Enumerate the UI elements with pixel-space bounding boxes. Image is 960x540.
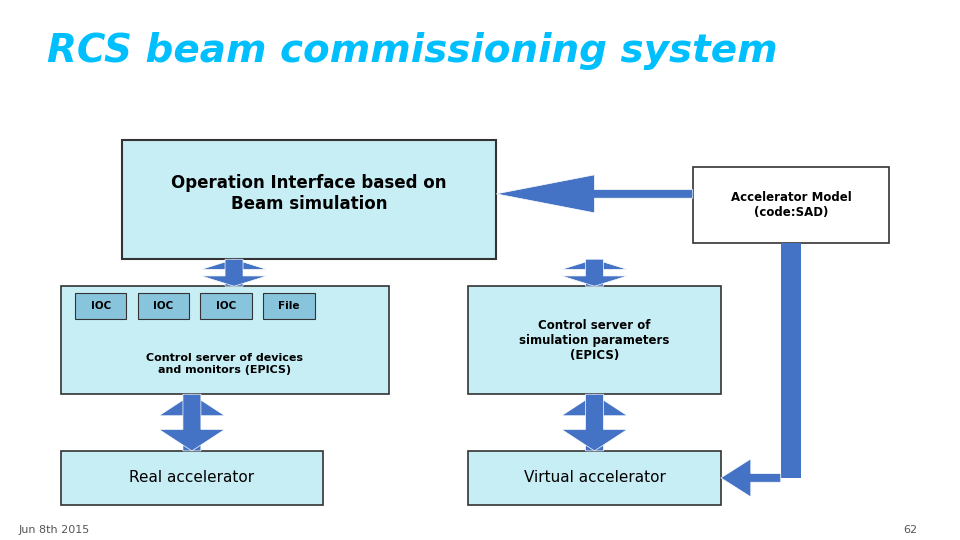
Bar — [780, 243, 802, 478]
Text: IOC: IOC — [216, 301, 236, 310]
Bar — [60, 286, 389, 394]
Bar — [693, 167, 889, 243]
FancyArrow shape — [159, 394, 225, 451]
Text: File: File — [278, 301, 300, 310]
Text: Control server of
simulation parameters
(EPICS): Control server of simulation parameters … — [519, 319, 670, 362]
Bar — [75, 293, 127, 319]
Text: Operation Interface based on
Beam simulation: Operation Interface based on Beam simula… — [171, 174, 446, 213]
Text: Virtual accelerator: Virtual accelerator — [523, 470, 665, 485]
Text: Control server of devices
and monitors (EPICS): Control server of devices and monitors (… — [146, 353, 303, 375]
Bar — [60, 451, 323, 505]
FancyArrow shape — [159, 394, 225, 451]
Text: Jun 8th 2015: Jun 8th 2015 — [19, 524, 90, 535]
Bar — [468, 451, 721, 505]
Text: RCS beam commissioning system: RCS beam commissioning system — [47, 32, 778, 70]
Text: IOC: IOC — [154, 301, 174, 310]
FancyArrow shape — [201, 259, 267, 286]
FancyArrow shape — [496, 175, 693, 213]
FancyArrow shape — [201, 259, 267, 286]
Text: 62: 62 — [903, 524, 918, 535]
Text: Accelerator Model
(code:SAD): Accelerator Model (code:SAD) — [731, 191, 852, 219]
Bar — [468, 286, 721, 394]
Text: IOC: IOC — [90, 301, 110, 310]
Text: Real accelerator: Real accelerator — [130, 470, 254, 485]
Bar — [263, 293, 315, 319]
FancyArrow shape — [721, 459, 780, 497]
FancyArrow shape — [562, 259, 628, 286]
Bar — [122, 140, 496, 259]
FancyArrow shape — [562, 394, 628, 451]
Bar — [201, 293, 252, 319]
Bar — [137, 293, 189, 319]
FancyArrow shape — [562, 394, 628, 451]
FancyArrow shape — [562, 259, 628, 286]
